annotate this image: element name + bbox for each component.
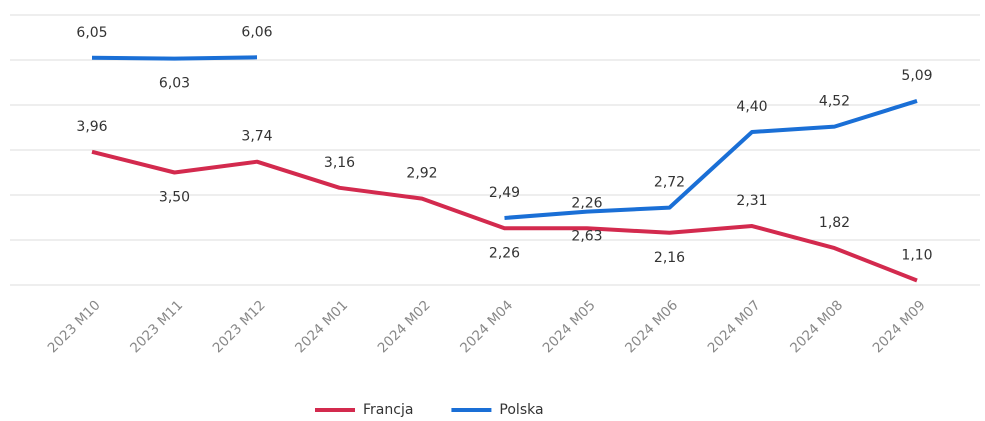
data-label: 1,82	[819, 215, 850, 231]
legend-label: Polska	[499, 402, 543, 418]
data-label: 2,16	[654, 250, 685, 266]
data-label: 2,31	[736, 193, 767, 209]
data-label: 3,50	[159, 190, 190, 206]
data-label: 5,09	[901, 68, 932, 84]
x-tick-label: 2023 M11	[127, 297, 186, 356]
data-label: 2,72	[654, 175, 685, 191]
line	[504, 99, 918, 220]
data-label: 2,92	[406, 166, 437, 182]
data-label: 6,05	[76, 25, 107, 41]
x-tick-label: 2024 M08	[787, 297, 846, 356]
data-label: 6,03	[159, 76, 190, 92]
line	[91, 149, 918, 283]
data-label: 6,06	[241, 24, 272, 40]
x-tick-label: 2024 M04	[457, 297, 516, 356]
data-label: 3,16	[324, 155, 355, 171]
x-tick-label: 2024 M06	[622, 297, 681, 356]
data-label: 2,26	[489, 245, 520, 261]
legend-label: Francja	[363, 402, 413, 418]
data-label: 2,26	[571, 195, 602, 211]
line	[91, 55, 258, 61]
data-label: 3,96	[76, 119, 107, 135]
data-label: 2,49	[489, 185, 520, 201]
x-tick-label: 2023 M12	[210, 297, 269, 356]
data-label: 2,63	[571, 229, 602, 245]
data-label: 4,40	[736, 99, 767, 115]
data-label: 3,74	[241, 129, 272, 145]
x-tick-label: 2023 M10	[45, 297, 104, 356]
x-tick-label: 2024 M09	[870, 297, 929, 356]
x-tick-label: 2024 M05	[540, 297, 599, 356]
data-label: 1,10	[901, 248, 932, 264]
data-label: 4,52	[819, 94, 850, 110]
x-tick-label: 2024 M01	[292, 297, 351, 356]
x-tick-label: 2024 M02	[375, 297, 434, 356]
x-tick-label: 2024 M07	[705, 297, 764, 356]
